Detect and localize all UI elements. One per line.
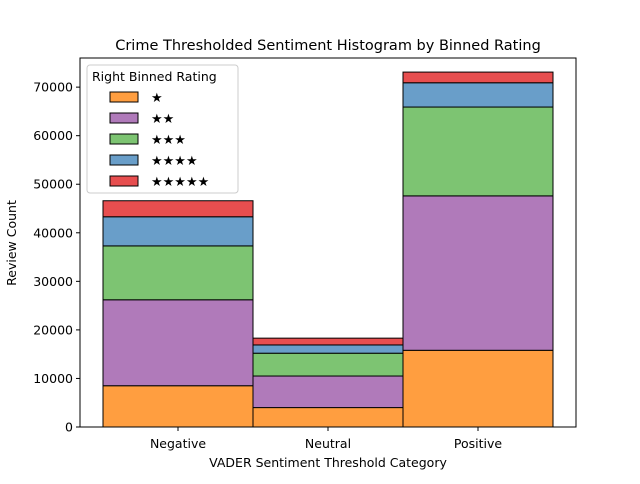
legend-swatch [109, 91, 139, 103]
y-tick-label: 70000 [33, 80, 73, 95]
bar-segment [252, 337, 404, 346]
bar-segment [252, 344, 404, 354]
x-axis-label: VADER Sentiment Threshold Category [209, 455, 447, 470]
y-tick-label: 0 [65, 420, 73, 435]
legend-swatch [109, 133, 139, 145]
x-tick-label: Negative [150, 436, 206, 451]
bar-segment [252, 407, 404, 428]
legend-entry-label: ★★★ [151, 133, 186, 148]
bar-segment [102, 299, 254, 387]
bar-segment [402, 349, 554, 428]
y-tick-label: 50000 [33, 177, 73, 192]
y-tick-label: 10000 [33, 371, 73, 386]
bar-segment [402, 71, 554, 84]
y-tick-label: 40000 [33, 225, 73, 240]
legend-box [86, 64, 239, 194]
bar-segment [402, 195, 554, 351]
bar-segment [102, 216, 254, 247]
legend-entry-label: ★★★★★ [151, 175, 209, 190]
x-tick-label: Neutral [305, 436, 351, 451]
y-tick-label: 20000 [33, 322, 73, 337]
y-axis-label: Review Count [4, 200, 19, 286]
chart-title: Crime Thresholded Sentiment Histogram by… [115, 38, 541, 54]
legend-swatch [109, 112, 139, 124]
y-tick-label: 60000 [33, 128, 73, 143]
bar-segment [402, 82, 554, 108]
legend-swatch [109, 154, 139, 166]
bar-segment [402, 106, 554, 197]
legend-title: Right Binned Rating [92, 69, 217, 84]
legend-entry-label: ★ [151, 91, 163, 106]
x-tick-label: Positive [454, 436, 502, 451]
legend: Right Binned Rating★★★★★★★★★★★★★★★ [86, 64, 239, 194]
bar-segment [102, 245, 254, 301]
bar-segment [102, 385, 254, 428]
y-tick-label: 30000 [33, 274, 73, 289]
bar-segment [102, 200, 254, 218]
axes-layer: 0 10000 20000 30000 40000 50000 60000 70000 Nega… [33, 57, 577, 451]
legend-entry-label: ★★★★ [151, 154, 198, 169]
bar-segment [252, 375, 404, 409]
bar-segment [252, 352, 404, 377]
legend-entry-label: ★★ [151, 112, 174, 127]
legend-swatch [109, 175, 139, 187]
bars-layer [102, 71, 554, 428]
